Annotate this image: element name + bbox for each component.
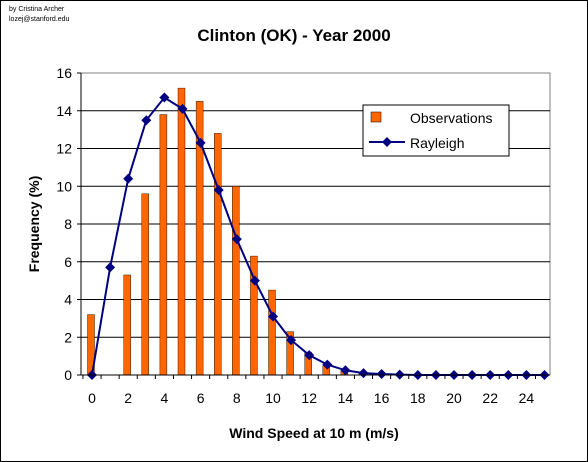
- x-axis-title: Wind Speed at 10 m (m/s): [229, 425, 398, 441]
- x-tick-label: 6: [197, 390, 205, 406]
- y-tick-label: 4: [64, 292, 72, 308]
- observations-bar: [232, 186, 240, 376]
- rayleigh-point: [249, 275, 260, 286]
- x-tick-label: 20: [446, 390, 462, 406]
- rayleigh-point: [141, 115, 152, 126]
- rayleigh-point: [304, 350, 315, 361]
- legend-observations-label: Observations: [410, 110, 492, 126]
- y-tick-label: 14: [56, 103, 72, 119]
- y-tick-label: 10: [56, 178, 72, 194]
- chart-title: Clinton (OK) - Year 2000: [197, 26, 390, 45]
- observations-bar: [141, 193, 150, 376]
- rayleigh-point: [195, 137, 206, 148]
- legend-rayleigh-marker: [382, 137, 392, 147]
- y-axis-title: Frequency (%): [26, 176, 42, 272]
- y-tick-label: 2: [64, 329, 72, 345]
- x-tick-label: 8: [233, 390, 241, 406]
- author-credit: by Cristina Archer: [9, 6, 65, 13]
- x-tick-label: 18: [410, 390, 426, 406]
- legend-observations-swatch: [370, 111, 382, 123]
- observations-bar: [159, 114, 168, 376]
- y-tick-label: 8: [64, 216, 72, 232]
- rayleigh-point: [123, 173, 134, 184]
- x-tick-label: 10: [265, 390, 281, 406]
- observations-bar: [213, 133, 222, 376]
- rayleigh-point: [268, 311, 278, 322]
- rayleigh-point: [231, 234, 242, 245]
- legend: Observations Rayleigh: [362, 104, 510, 157]
- legend-box: [362, 104, 510, 157]
- rayleigh-point: [340, 365, 351, 376]
- author-email: lozej@stanford.edu: [9, 16, 70, 23]
- rayleigh-point: [286, 335, 297, 346]
- rayleigh-point: [358, 368, 369, 379]
- x-tick-label: 4: [161, 390, 169, 406]
- x-tick-label: 2: [124, 390, 132, 406]
- rayleigh-point: [159, 92, 170, 103]
- observations-bar: [123, 274, 131, 376]
- rayleigh-point: [322, 359, 333, 370]
- rayleigh-point: [213, 185, 224, 196]
- x-tick-label: 16: [374, 390, 390, 406]
- x-tick-label: 22: [482, 390, 498, 406]
- rayleigh-point: [376, 369, 387, 380]
- observations-bar: [268, 289, 276, 376]
- y-tick-label: 16: [56, 65, 72, 81]
- observations-bar: [177, 87, 186, 376]
- x-tick-label: 12: [301, 390, 317, 406]
- legend-rayleigh-label: Rayleigh: [410, 135, 464, 151]
- rayleigh-point: [177, 103, 188, 114]
- y-tick-label: 12: [56, 141, 72, 157]
- rayleigh-point: [105, 262, 116, 273]
- x-tick-label: 14: [338, 390, 354, 406]
- y-tick-label: 0: [64, 367, 72, 383]
- x-tick-label: 24: [519, 390, 535, 406]
- observations-bars: [87, 87, 385, 376]
- y-tick-label: 6: [64, 254, 72, 270]
- x-tick-label: 0: [88, 390, 96, 406]
